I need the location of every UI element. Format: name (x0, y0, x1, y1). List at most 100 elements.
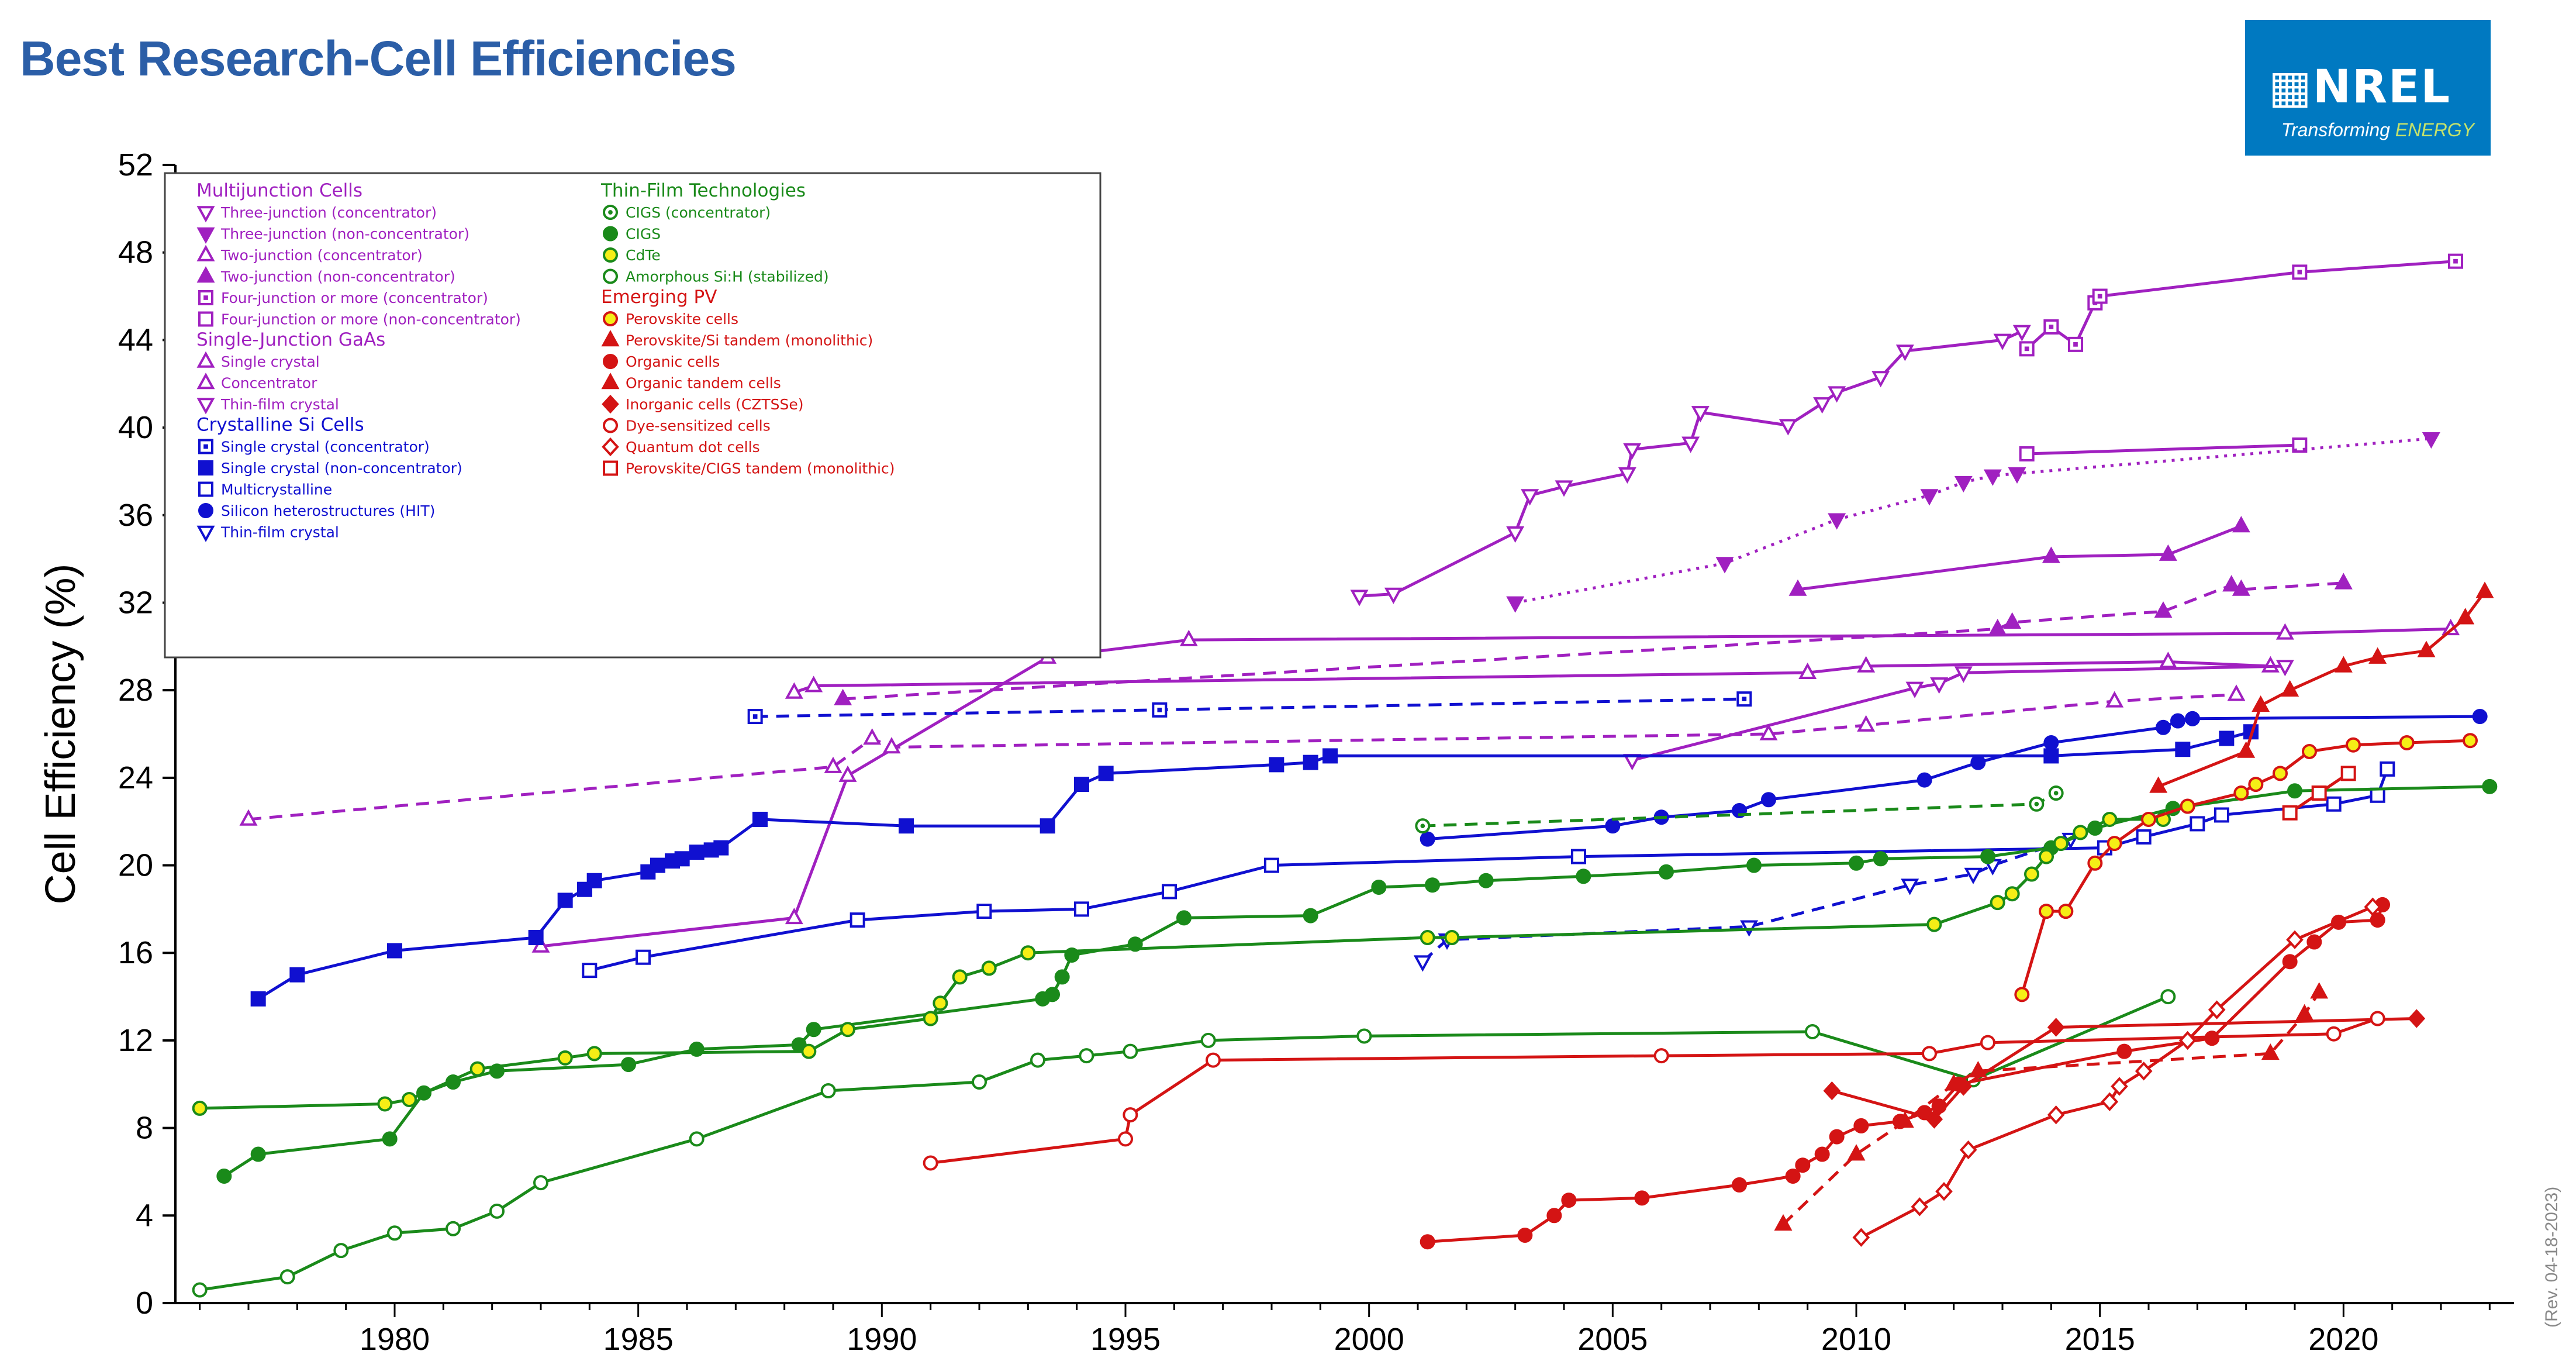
data-point (1521, 489, 1539, 506)
data-point (621, 1057, 636, 1073)
data-point (2222, 575, 2241, 592)
data-point (2232, 516, 2250, 533)
data-point (2456, 608, 2475, 625)
data-point (1425, 877, 1440, 893)
series-line (248, 693, 2237, 821)
series-13 (582, 761, 2395, 978)
data-point (2039, 904, 2054, 919)
data-point (1828, 513, 1846, 530)
data-point (489, 1203, 505, 1219)
data-point (1200, 1032, 1216, 1048)
data-point (2047, 1018, 2065, 1037)
data-point (1444, 930, 1460, 946)
legend-item-label: CdTe (626, 247, 661, 264)
data-point (2370, 912, 2385, 928)
legend-marker (196, 398, 215, 415)
legend-marker (196, 206, 215, 223)
data-point (2185, 711, 2200, 726)
legend-group-title: Single-Junction GaAs (196, 329, 385, 350)
data-point (1546, 1208, 1562, 1224)
data-point (2047, 1105, 2065, 1125)
data-point (1922, 1046, 1937, 1062)
data-point (689, 1131, 705, 1147)
y-tick-label: 24 (118, 760, 153, 795)
series-8 (239, 684, 2246, 826)
legend-marker-dot (203, 444, 208, 449)
legend-marker (198, 481, 213, 497)
tagline-a: Transforming (2281, 119, 2395, 140)
data-point (1555, 480, 1573, 497)
data-point (923, 1155, 938, 1171)
data-point (2008, 467, 2026, 484)
legend-group-title: Crystalline Si Cells (196, 415, 364, 436)
y-tick-label: 20 (118, 848, 153, 883)
data-point (2175, 742, 2191, 757)
data-point (1659, 864, 1674, 880)
data-point (972, 1074, 987, 1090)
series-21 (1420, 897, 2390, 1250)
legend-marker (198, 503, 213, 518)
series-1 (1350, 325, 2031, 607)
data-point (840, 1022, 855, 1038)
data-point (1040, 818, 1055, 834)
data-point (1795, 1157, 1811, 1173)
y-tick-label: 44 (118, 322, 153, 357)
data-point (1911, 1197, 1929, 1217)
data-point (1420, 930, 1435, 946)
data-point (785, 682, 803, 699)
data-point (1871, 371, 1890, 388)
legend-marker (196, 373, 215, 390)
data-point (1955, 1077, 1973, 1096)
data-point (1691, 406, 1710, 423)
legend-item-label: CIGS (626, 226, 661, 243)
data-point (2364, 897, 2382, 916)
series-line (1427, 904, 2384, 1243)
data-point (1905, 681, 1924, 698)
data-point (2214, 807, 2229, 823)
legend-marker (602, 394, 619, 414)
series-15 (1415, 785, 2064, 834)
data-point (2286, 930, 2304, 949)
legend-item-label: Three-junction (concentrator) (220, 204, 437, 221)
data-point-dot (1157, 707, 1162, 712)
data-point-dot (2053, 791, 2059, 795)
data-point (923, 1011, 938, 1026)
series-17 (192, 811, 2171, 1116)
data-point (2334, 656, 2353, 673)
data-point (2160, 989, 2176, 1005)
data-point (2237, 741, 2256, 758)
data-point (333, 1243, 349, 1259)
data-point (1634, 1190, 1650, 1206)
data-point (1123, 1043, 1138, 1059)
data-point (1420, 1234, 1435, 1250)
series-11 (250, 724, 2259, 1007)
data-point (1980, 1035, 1995, 1050)
data-point (952, 969, 968, 985)
series-25 (1852, 897, 2382, 1247)
data-point (2334, 573, 2353, 590)
data-point (2252, 695, 2270, 712)
data-point (250, 1146, 266, 1162)
data-point (824, 756, 842, 773)
data-point (1162, 884, 1177, 900)
legend-marker (196, 244, 215, 261)
data-point (2295, 1004, 2314, 1021)
data-point (1873, 851, 1888, 867)
data-point (713, 840, 729, 856)
data-point (1901, 878, 1919, 895)
data-point (2043, 735, 2059, 750)
series-line (1782, 991, 2321, 1226)
y-tick-label: 16 (118, 935, 153, 970)
y-tick-label: 8 (136, 1111, 153, 1146)
data-point (1829, 1129, 1845, 1145)
y-tick-label: 36 (118, 498, 153, 533)
series-26 (2282, 766, 2356, 821)
data-point (2107, 836, 2122, 852)
data-point (2310, 982, 2329, 999)
data-point (586, 873, 602, 888)
data-point (1030, 1052, 1045, 1068)
data-point (2232, 579, 2250, 596)
legend-marker (602, 437, 619, 457)
legend-marker (603, 460, 618, 476)
data-point (1917, 772, 1932, 788)
